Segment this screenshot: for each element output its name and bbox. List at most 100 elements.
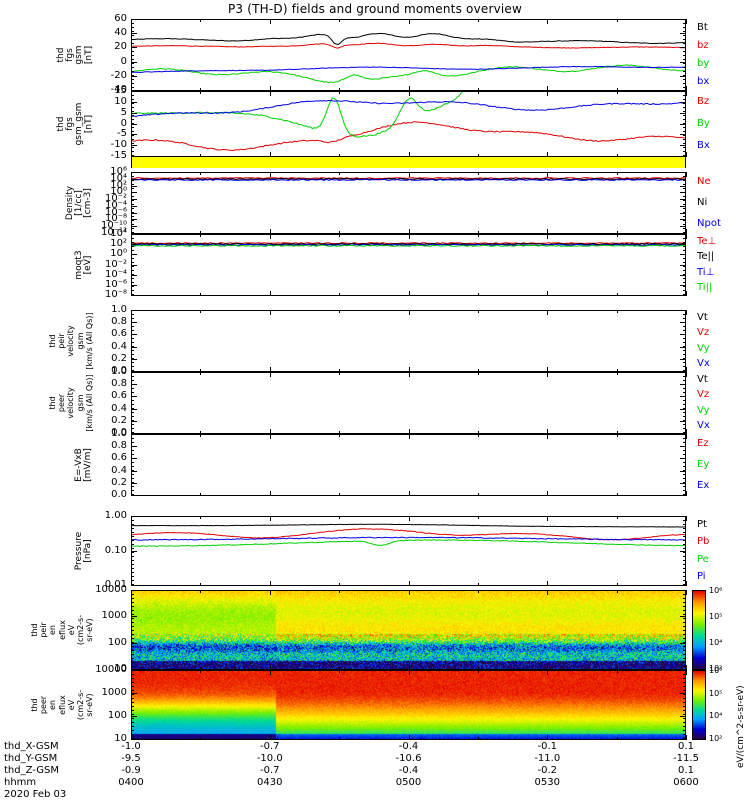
y-minor-tick [683, 384, 686, 385]
y-minor-tick [683, 450, 686, 451]
y-minor-tick [131, 31, 134, 32]
x-tick-mark [131, 581, 132, 586]
y-minor-tick [683, 342, 686, 343]
x-tick-mark [547, 152, 549, 157]
x-tick-mark [339, 234, 341, 237]
y-minor-tick [683, 314, 686, 315]
x-tick-mark [616, 293, 618, 296]
y-tick-mark [680, 123, 686, 125]
y-minor-tick [683, 706, 686, 707]
panel-efield [131, 434, 686, 496]
x-axis-value: -10.0 [256, 753, 283, 764]
y-tick-label: -15 [110, 150, 127, 161]
y-minor-tick [131, 354, 134, 355]
legend-item-Ey: Ey [697, 459, 710, 470]
y-tick-label: 10000 [95, 584, 127, 595]
x-tick-mark [200, 234, 202, 237]
x-tick-mark [131, 152, 132, 157]
y-minor-tick [683, 494, 686, 495]
x-axis-value: -0.4 [398, 741, 419, 752]
y-minor-tick [131, 474, 134, 475]
y-minor-tick [683, 39, 686, 40]
x-tick-mark [686, 86, 687, 91]
x-tick-mark [477, 583, 479, 586]
y-tick-label: 20 [114, 41, 127, 53]
y-tick-label: -10 [110, 139, 127, 151]
x-tick-mark [339, 516, 341, 519]
y-minor-tick [131, 714, 134, 715]
y-minor-tick [131, 262, 134, 263]
x-tick-mark [200, 231, 202, 234]
y-minor-tick [683, 262, 686, 263]
y-minor-tick [131, 690, 134, 691]
y-minor-tick [683, 392, 686, 393]
y-minor-tick [131, 346, 134, 347]
x-tick-mark [269, 434, 271, 439]
y-minor-tick [683, 610, 686, 611]
colorbar-tick-label: 10² [709, 734, 723, 743]
y-minor-tick [131, 544, 134, 545]
x-tick-mark [547, 229, 549, 234]
y-minor-tick [131, 706, 134, 707]
y-minor-tick [683, 380, 686, 381]
x-tick-mark [200, 88, 202, 91]
y-minor-tick [131, 650, 134, 651]
y-minor-tick [683, 682, 686, 683]
y-tick-label: 100 [107, 710, 127, 721]
x-tick-mark [339, 434, 341, 437]
x-tick-mark [477, 293, 479, 296]
y-minor-tick [131, 326, 134, 327]
y-tick-mark [131, 264, 137, 266]
x-tick-mark [339, 231, 341, 234]
y-minor-tick [683, 234, 686, 235]
y-minor-tick [131, 242, 134, 243]
y-minor-tick [683, 107, 686, 108]
y-tick-label: 0.8 [111, 440, 127, 452]
y-minor-tick [683, 400, 686, 401]
y-minor-tick [683, 63, 686, 64]
y-tick-mark [131, 516, 137, 517]
legend-item-Pe: Pe [697, 553, 709, 565]
x-tick-mark [269, 86, 271, 91]
x-tick-mark [200, 172, 202, 175]
y-minor-tick [131, 350, 134, 351]
x-tick-mark [131, 735, 132, 740]
y-minor-tick [683, 658, 686, 659]
y-minor-tick [131, 282, 134, 283]
x-tick-mark [547, 429, 549, 434]
x-tick-mark [269, 229, 271, 234]
y-tick-label: 0.6 [111, 328, 127, 340]
y-tick-label: 0.2 [111, 476, 127, 488]
x-tick-mark [339, 583, 341, 586]
y-tick-mark [680, 244, 686, 246]
y-minor-tick [131, 314, 134, 315]
x-tick-mark [686, 581, 687, 586]
x-tick-mark [200, 583, 202, 586]
x-tick-mark [269, 670, 271, 675]
y-minor-tick [131, 626, 134, 627]
x-tick-mark [200, 19, 202, 22]
y-minor-tick [131, 466, 134, 467]
y-minor-tick [131, 216, 134, 217]
x-tick-mark [131, 491, 132, 496]
y-minor-tick [131, 598, 134, 599]
y-minor-tick [683, 278, 686, 279]
x-axis-value: -11.5 [673, 753, 699, 764]
y-minor-tick [683, 734, 686, 735]
y-minor-tick [683, 408, 686, 409]
y-tick-mark [680, 716, 686, 717]
y-minor-tick [683, 147, 686, 148]
x-tick-mark [408, 429, 410, 434]
y-minor-tick [131, 238, 134, 239]
y-minor-tick [131, 662, 134, 663]
y-minor-tick [131, 666, 134, 667]
x-axis-tick-label: 0600 [673, 777, 699, 788]
y-tick-label: 10⁻⁸ [104, 213, 127, 225]
y-minor-tick [131, 568, 134, 569]
y-minor-tick [131, 310, 134, 311]
trace-by [132, 64, 685, 84]
y-minor-tick [683, 694, 686, 695]
y-minor-tick [683, 274, 686, 275]
x-tick-mark [547, 665, 549, 670]
y-tick-mark [131, 384, 137, 386]
